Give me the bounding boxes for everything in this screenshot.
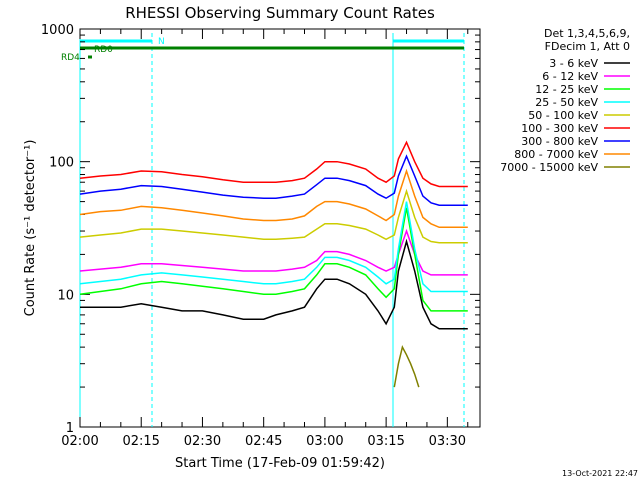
legend-entry-label: 300 - 800 keV xyxy=(521,135,598,148)
legend-entry-label: 3 - 6 keV xyxy=(549,57,598,70)
chart-title: RHESSI Observing Summary Count Rates xyxy=(125,4,435,22)
x-tick-label: 02:15 xyxy=(122,434,159,449)
y-axis-label: Count Rate (s⁻¹ detector⁻¹) xyxy=(23,140,38,317)
series-line-5 xyxy=(79,140,468,188)
series-line-6 xyxy=(79,154,468,206)
y-axis: 1 10 100 1000 xyxy=(41,23,480,436)
series-line-0 xyxy=(80,238,468,330)
legend-header-line-2: FDecim 1, Att 0 xyxy=(545,40,630,53)
legend-entry-label: 6 - 12 keV xyxy=(542,70,598,83)
y-tick-label: 1000 xyxy=(41,23,74,38)
x-axis: 02:00 02:15 02:30 02:45 03:00 03:15 03:30 xyxy=(61,29,469,449)
legend-entry-label: 12 - 25 keV xyxy=(535,83,598,96)
legend-entry-label: 800 - 7000 keV xyxy=(514,148,598,161)
x-tick-label: 03:00 xyxy=(306,434,343,449)
y-tick-label: 1 xyxy=(66,421,74,436)
series-line-4 xyxy=(79,188,468,244)
legend-entry-label: 100 - 300 keV xyxy=(521,122,598,135)
series-line-3 xyxy=(79,201,468,293)
x-tick-label: 02:00 xyxy=(61,434,98,449)
legend-entry-label: 7000 - 15000 keV xyxy=(500,161,598,174)
night-label: N xyxy=(158,37,165,47)
series-group xyxy=(79,140,468,388)
legend-header-line-1: Det 1,3,4,5,6,9, xyxy=(544,27,630,40)
rd4-label: RD4 xyxy=(61,53,80,63)
series-line-2 xyxy=(79,207,468,312)
legend: Det 1,3,4,5,6,9, FDecim 1, Att 0 3 - 6 k… xyxy=(500,27,630,174)
y-tick-label: 10 xyxy=(57,288,74,303)
y-tick-label: 100 xyxy=(49,156,74,171)
series-line-8 xyxy=(393,345,420,388)
x-tick-label: 03:30 xyxy=(429,434,466,449)
x-tick-label: 03:15 xyxy=(367,434,404,449)
x-tick-label: 02:45 xyxy=(245,434,282,449)
rd0-label: RD0 xyxy=(94,45,113,55)
timestamp: 13-Oct-2021 22:47 xyxy=(562,469,638,478)
x-tick-label: 02:30 xyxy=(184,434,221,449)
legend-entry-label: 50 - 100 keV xyxy=(528,109,598,122)
plot-area xyxy=(79,28,481,428)
series-line-7 xyxy=(79,168,468,229)
legend-entry-label: 25 - 50 keV xyxy=(535,96,598,109)
x-axis-label: Start Time (17-Feb-09 01:59:42) xyxy=(175,456,385,471)
